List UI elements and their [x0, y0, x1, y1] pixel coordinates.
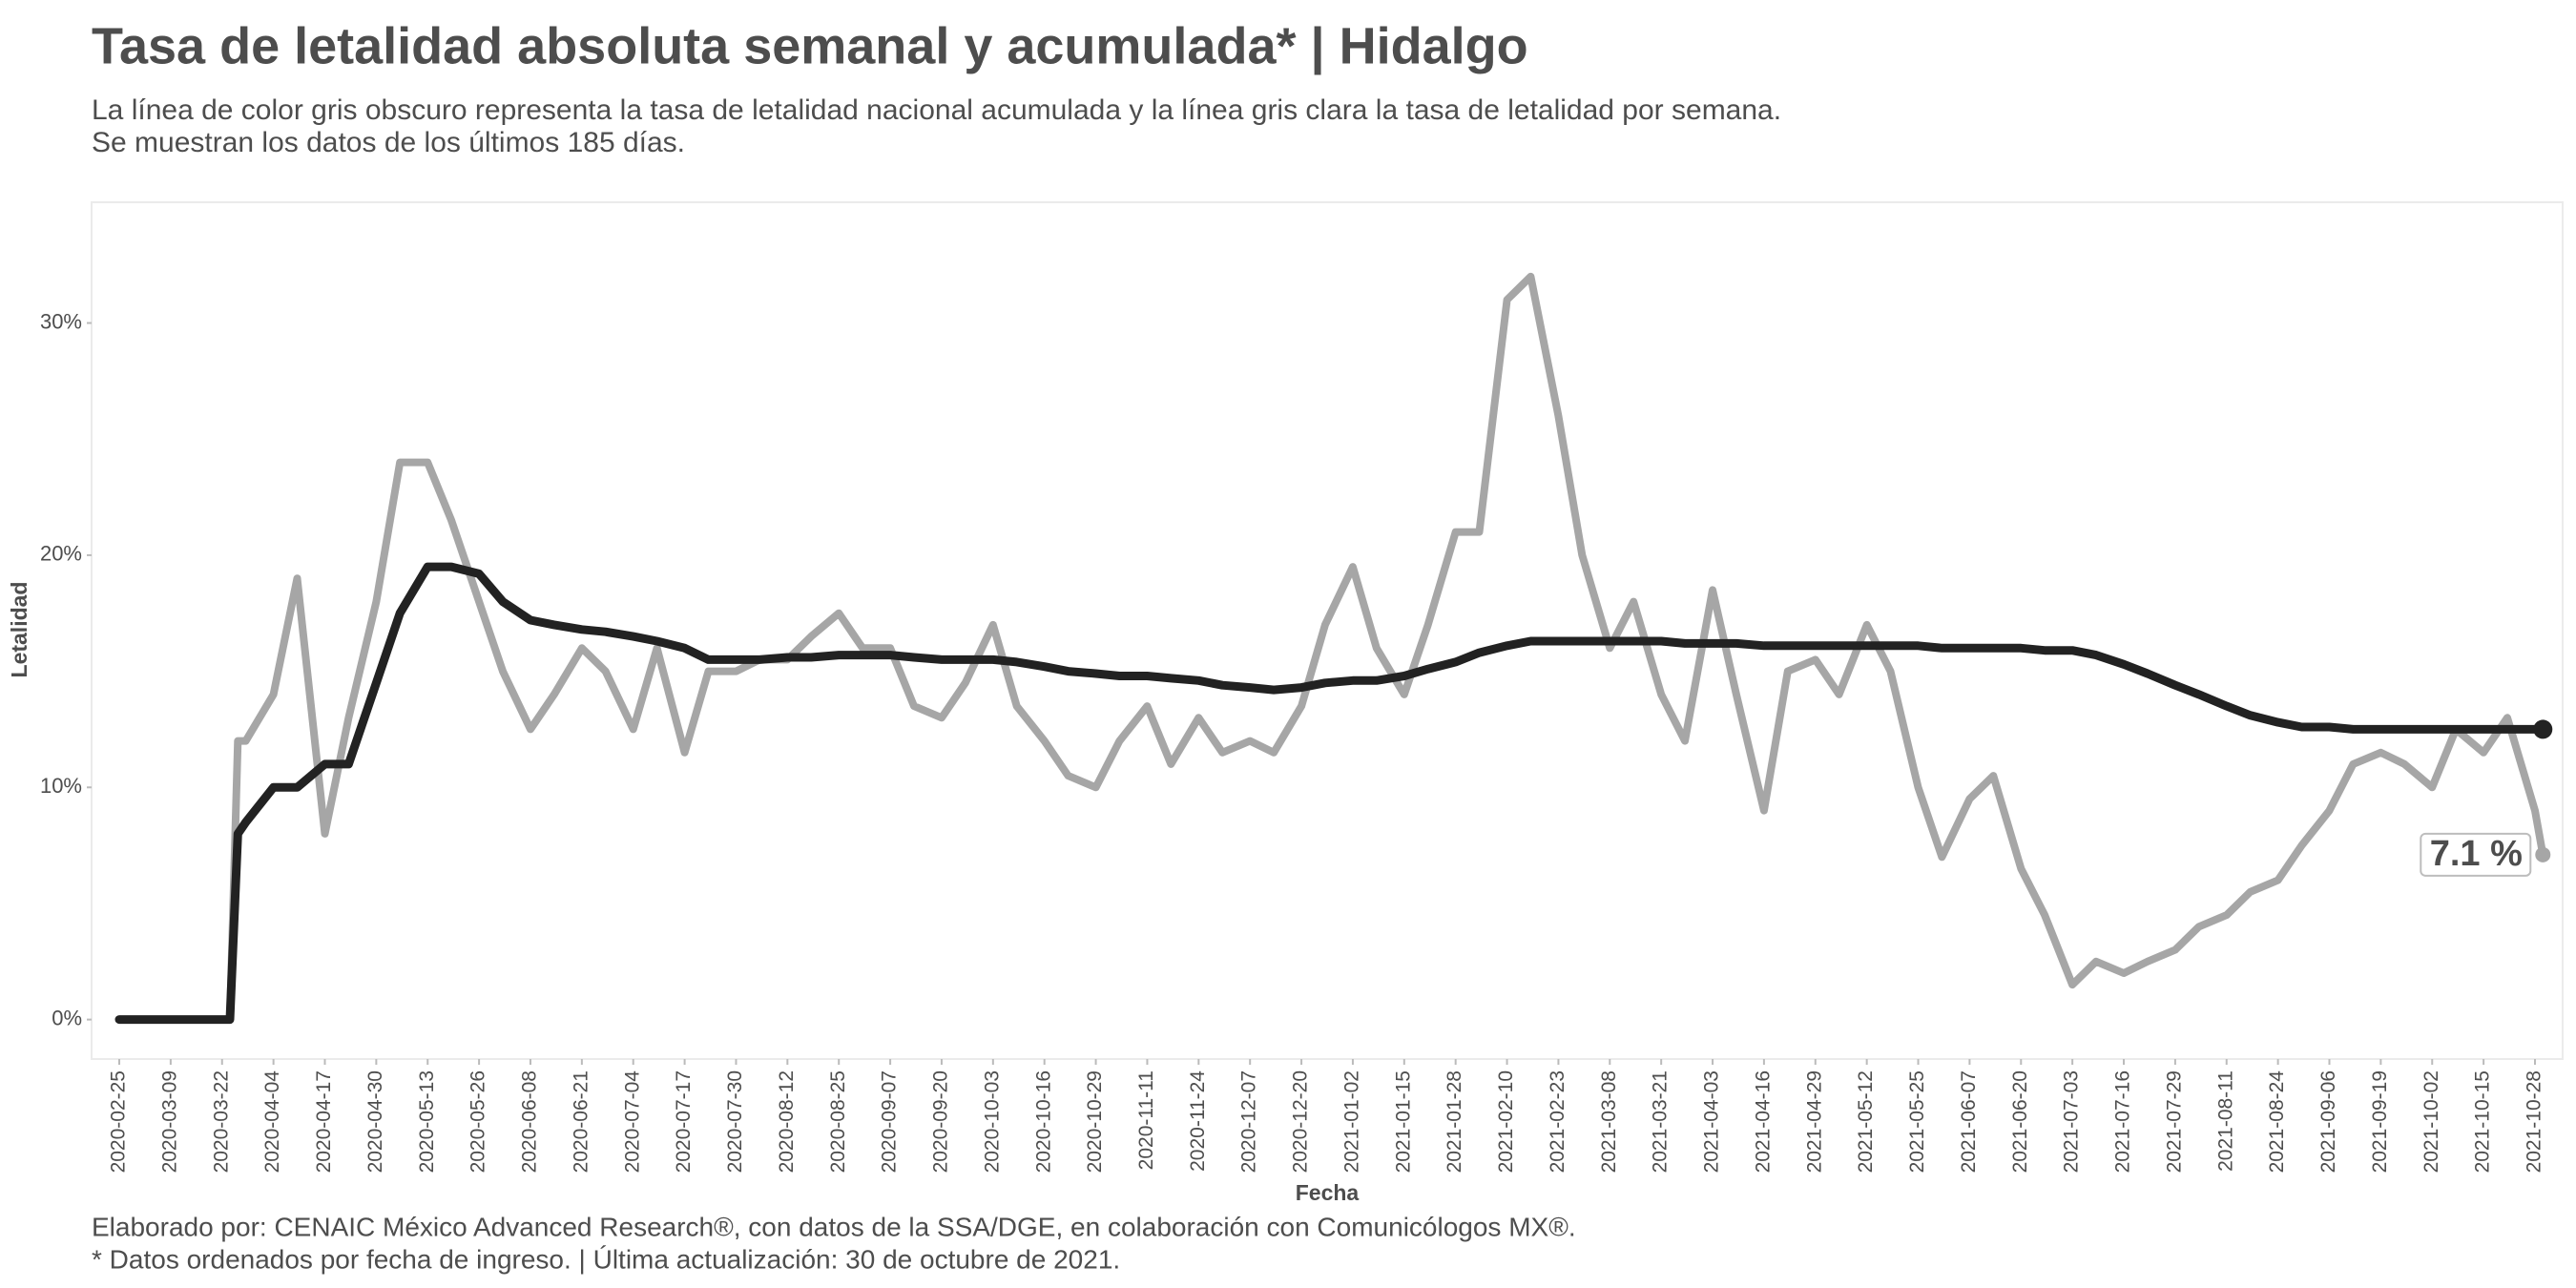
x-tick-label: 2020-12-07 [1238, 1070, 1260, 1173]
x-tick-label: 2020-03-09 [158, 1070, 180, 1173]
x-tick-label: 2020-11-24 [1187, 1070, 1209, 1172]
x-tick-label: 2020-07-04 [621, 1070, 643, 1174]
x-tick-label: 2021-03-08 [1598, 1070, 1620, 1173]
x-tick-label: 2020-09-20 [930, 1070, 952, 1173]
x-tick-label: 2020-04-04 [261, 1070, 283, 1174]
x-tick-label: 2021-01-15 [1392, 1070, 1414, 1173]
x-tick-label: 2020-09-07 [879, 1070, 901, 1173]
x-tick-label: 2021-10-28 [2524, 1070, 2545, 1173]
x-tick-label: 2021-10-15 [2472, 1070, 2494, 1173]
x-tick-label: 2020-11-11 [1135, 1070, 1157, 1170]
x-axis-label: Fecha [1296, 1180, 1360, 1205]
end-label: 7.1 % [2430, 834, 2523, 874]
x-tick-label: 2020-06-08 [519, 1070, 541, 1173]
caption: Elaborado por: CENAIC México Advanced Re… [92, 1212, 1576, 1241]
y-tick-label: 10% [40, 774, 82, 798]
x-tick-label: 2021-02-10 [1495, 1070, 1517, 1173]
y-tick-label: 30% [40, 309, 82, 333]
x-tick-label: 2020-10-29 [1084, 1070, 1106, 1173]
x-tick-label: 2020-02-25 [108, 1070, 130, 1173]
x-tick-label: 2020-05-26 [467, 1070, 489, 1173]
caption: * Datos ordenados por fecha de ingreso. … [92, 1244, 1120, 1274]
x-tick-label: 2021-01-28 [1444, 1070, 1465, 1173]
x-tick-label: 2021-05-12 [1855, 1070, 1877, 1173]
x-tick-label: 2020-05-13 [416, 1070, 438, 1173]
x-tick-label: 2021-04-29 [1803, 1070, 1825, 1173]
x-tick-label: 2020-04-30 [364, 1070, 386, 1173]
x-tick-label: 2021-08-24 [2266, 1070, 2288, 1174]
x-tick-label: 2020-04-17 [313, 1070, 335, 1173]
x-tick-label: 2021-08-11 [2214, 1070, 2236, 1172]
x-tick-label: 2021-07-16 [2112, 1070, 2134, 1173]
x-tick-label: 2021-03-21 [1650, 1070, 1672, 1173]
y-tick-label: 20% [40, 542, 82, 566]
x-tick-label: 2021-10-02 [2420, 1070, 2442, 1173]
x-tick-label: 2020-03-22 [210, 1070, 232, 1173]
x-tick-label: 2021-06-20 [2009, 1070, 2031, 1173]
x-tick-label: 2021-05-25 [1906, 1070, 1928, 1173]
series-line [114, 562, 2547, 1025]
x-tick-label: 2021-01-02 [1340, 1070, 1362, 1173]
x-tick-label: 2020-12-20 [1290, 1070, 1312, 1173]
y-axis-label: Letalidad [7, 582, 31, 678]
x-tick-label: 2021-04-03 [1701, 1070, 1723, 1173]
x-tick-label: 2020-08-12 [776, 1070, 798, 1173]
plot-panel [91, 201, 2564, 1060]
y-tick-label: 0% [52, 1006, 82, 1029]
x-tick-label: 2020-10-03 [981, 1070, 1003, 1173]
subtitle: La línea de color gris obscuro represent… [92, 94, 1781, 126]
x-tick-label: 2020-08-25 [827, 1070, 849, 1173]
x-tick-label: 2021-02-23 [1547, 1070, 1568, 1173]
x-tick-label: 2020-06-21 [570, 1070, 592, 1173]
end-point [2535, 846, 2551, 862]
x-tick-label: 2021-09-06 [2317, 1070, 2339, 1173]
x-tick-label: 2020-10-16 [1032, 1070, 1054, 1173]
x-tick-label: 2021-07-03 [2061, 1070, 2083, 1173]
x-tick-label: 2021-04-16 [1752, 1070, 1774, 1173]
x-tick-label: 2021-09-19 [2369, 1070, 2391, 1173]
x-tick-label: 2021-07-29 [2163, 1070, 2185, 1173]
subtitle: Se muestran los datos de los últimos 185… [92, 127, 685, 158]
x-tick-label: 2020-07-30 [724, 1070, 746, 1173]
x-tick-label: 2020-07-17 [673, 1070, 695, 1173]
x-tick-label: 2021-06-07 [1958, 1070, 1980, 1173]
chart-title: Tasa de letalidad absoluta semanal y acu… [92, 17, 1528, 75]
series-line [115, 272, 2547, 1024]
end-point [2533, 719, 2553, 739]
end-label-box [2420, 832, 2532, 877]
